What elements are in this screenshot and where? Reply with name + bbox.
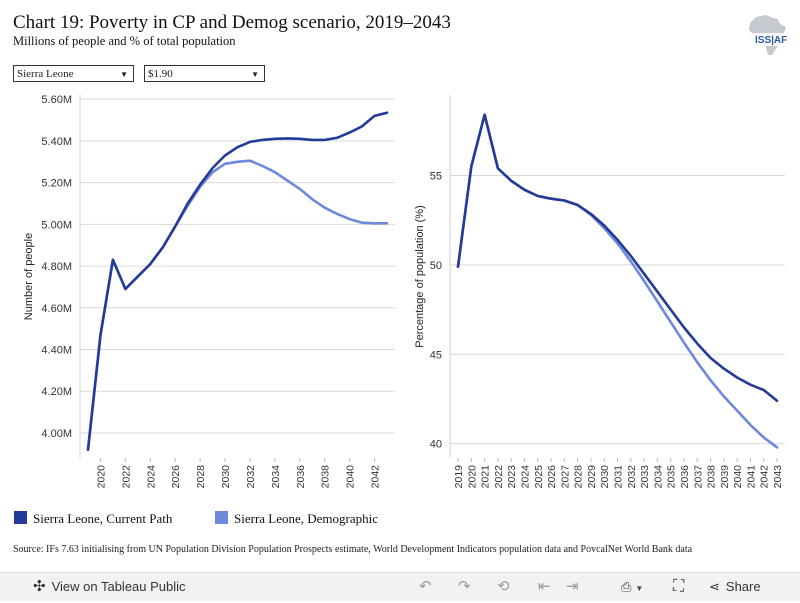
y-tick-label: 4.20M	[41, 386, 72, 398]
poverty-line-select[interactable]: $1.90 ▼	[144, 65, 265, 82]
legend-item-demographic[interactable]: Sierra Leone, Demographic	[215, 511, 378, 527]
y-tick-label: 5.20M	[41, 178, 72, 190]
x-tick-label: 2022	[120, 465, 132, 489]
y-tick-label: 45	[430, 349, 442, 361]
x-tick-label: 2036	[295, 465, 307, 489]
legend-label: Sierra Leone, Demographic	[234, 511, 379, 526]
x-tick-label: 2036	[679, 465, 691, 489]
y-tick-label: 5.40M	[41, 136, 72, 148]
x-tick-label: 2026	[170, 465, 182, 489]
x-tick-label: 2035	[666, 465, 678, 489]
x-tick-label: 2030	[599, 465, 611, 489]
source-note: Source: IFs 7.63 initialising from UN Po…	[13, 544, 693, 555]
x-tick-label: 2022	[493, 465, 505, 489]
x-tick-label: 2020	[95, 465, 107, 489]
y-tick-label: 4.80M	[41, 261, 72, 273]
y-axis-title: Percentage of population (%)	[414, 205, 426, 347]
redo-icon[interactable]: ↷	[458, 578, 471, 595]
tableau-icon: ✣	[33, 578, 46, 595]
x-tick-label: 2041	[745, 465, 757, 489]
series-line-demographic	[456, 113, 779, 449]
undo-icon[interactable]: ↶	[419, 578, 432, 595]
legend-item-current-path[interactable]: Sierra Leone, Current Path	[14, 511, 172, 527]
x-tick-label: 2034	[652, 465, 664, 489]
x-tick-label: 2038	[706, 465, 718, 489]
x-tick-label: 2038	[320, 465, 332, 489]
x-tick-label: 2032	[245, 465, 257, 489]
poverty-line-select-value: $1.90	[148, 68, 173, 80]
chart-subtitle: Millions of people and % of total popula…	[13, 34, 236, 48]
download-icon: ⎙	[621, 579, 632, 594]
chevron-down-icon: ▼	[635, 584, 644, 593]
share-icon: ⋖	[709, 579, 720, 594]
issaf-logo: ISS|AF	[749, 15, 788, 55]
x-tick-label: 2026	[546, 465, 558, 489]
y-tick-label: 55	[430, 170, 442, 182]
x-tick-label: 2033	[639, 465, 651, 489]
y-tick-label: 40	[430, 439, 442, 451]
y-tick-label: 4.40M	[41, 345, 72, 357]
chart-title: Chart 19: Poverty in CP and Demog scenar…	[13, 12, 451, 33]
x-tick-label: 2043	[772, 465, 784, 489]
country-select[interactable]: Sierra Leone ▼	[13, 65, 134, 82]
x-tick-label: 2040	[732, 465, 744, 489]
x-tick-label: 2032	[626, 465, 638, 489]
y-tick-label: 4.60M	[41, 303, 72, 315]
logo-text: ISS|AF	[755, 35, 787, 46]
share-button[interactable]: ⋖ Share	[709, 573, 761, 601]
series-line-current-path	[86, 111, 389, 451]
x-tick-label: 2020	[466, 465, 478, 489]
view-on-tableau-label: View on Tableau Public	[51, 579, 186, 594]
legend-swatch	[14, 511, 27, 524]
x-tick-label: 2023	[506, 465, 518, 489]
view-on-tableau-link[interactable]: ✣ View on Tableau Public	[33, 573, 186, 601]
x-tick-label: 2021	[480, 465, 492, 489]
fullscreen-icon[interactable]: ⛶	[673, 578, 685, 595]
legend-swatch	[215, 511, 228, 524]
download-button[interactable]: ⎙ ▼	[621, 573, 643, 601]
y-tick-label: 50	[430, 260, 442, 272]
x-tick-label: 2042	[759, 465, 771, 489]
chevron-down-icon: ▼	[251, 70, 259, 79]
y-tick-label: 5.60M	[41, 94, 72, 106]
y-tick-label: 4.00M	[41, 428, 72, 440]
x-tick-label: 2039	[719, 465, 731, 489]
x-tick-label: 2031	[613, 465, 625, 489]
forward-icon[interactable]: ⇥	[566, 578, 579, 595]
country-select-value: Sierra Leone	[17, 68, 74, 80]
x-tick-label: 2034	[270, 465, 282, 489]
tableau-toolbar: ✣ View on Tableau Public ↶ ↷ ⟲ ⇤ ⇥ ⎙ ▼ ⛶ ⋖…	[0, 572, 800, 601]
x-tick-label: 2025	[533, 465, 545, 489]
x-tick-label: 2019	[453, 465, 465, 489]
x-tick-label: 2028	[195, 465, 207, 489]
share-label: Share	[725, 579, 761, 594]
back-icon[interactable]: ⇤	[538, 578, 551, 595]
x-tick-label: 2030	[220, 465, 232, 489]
x-tick-label: 2024	[519, 465, 531, 489]
y-axis-title: Number of people	[23, 233, 35, 320]
x-tick-label: 2042	[370, 465, 382, 489]
x-tick-label: 2024	[145, 465, 157, 489]
x-tick-label: 2029	[586, 465, 598, 489]
legend-label: Sierra Leone, Current Path	[33, 511, 173, 526]
revert-icon[interactable]: ⟲	[497, 578, 510, 595]
y-tick-label: 5.00M	[41, 219, 72, 231]
x-tick-label: 2037	[692, 465, 704, 489]
x-tick-label: 2028	[573, 465, 585, 489]
series-line-demographic	[86, 159, 389, 451]
x-tick-label: 2027	[559, 465, 571, 489]
series-line-current-path	[456, 113, 779, 403]
x-tick-label: 2040	[345, 465, 357, 489]
chevron-down-icon: ▼	[120, 70, 128, 79]
